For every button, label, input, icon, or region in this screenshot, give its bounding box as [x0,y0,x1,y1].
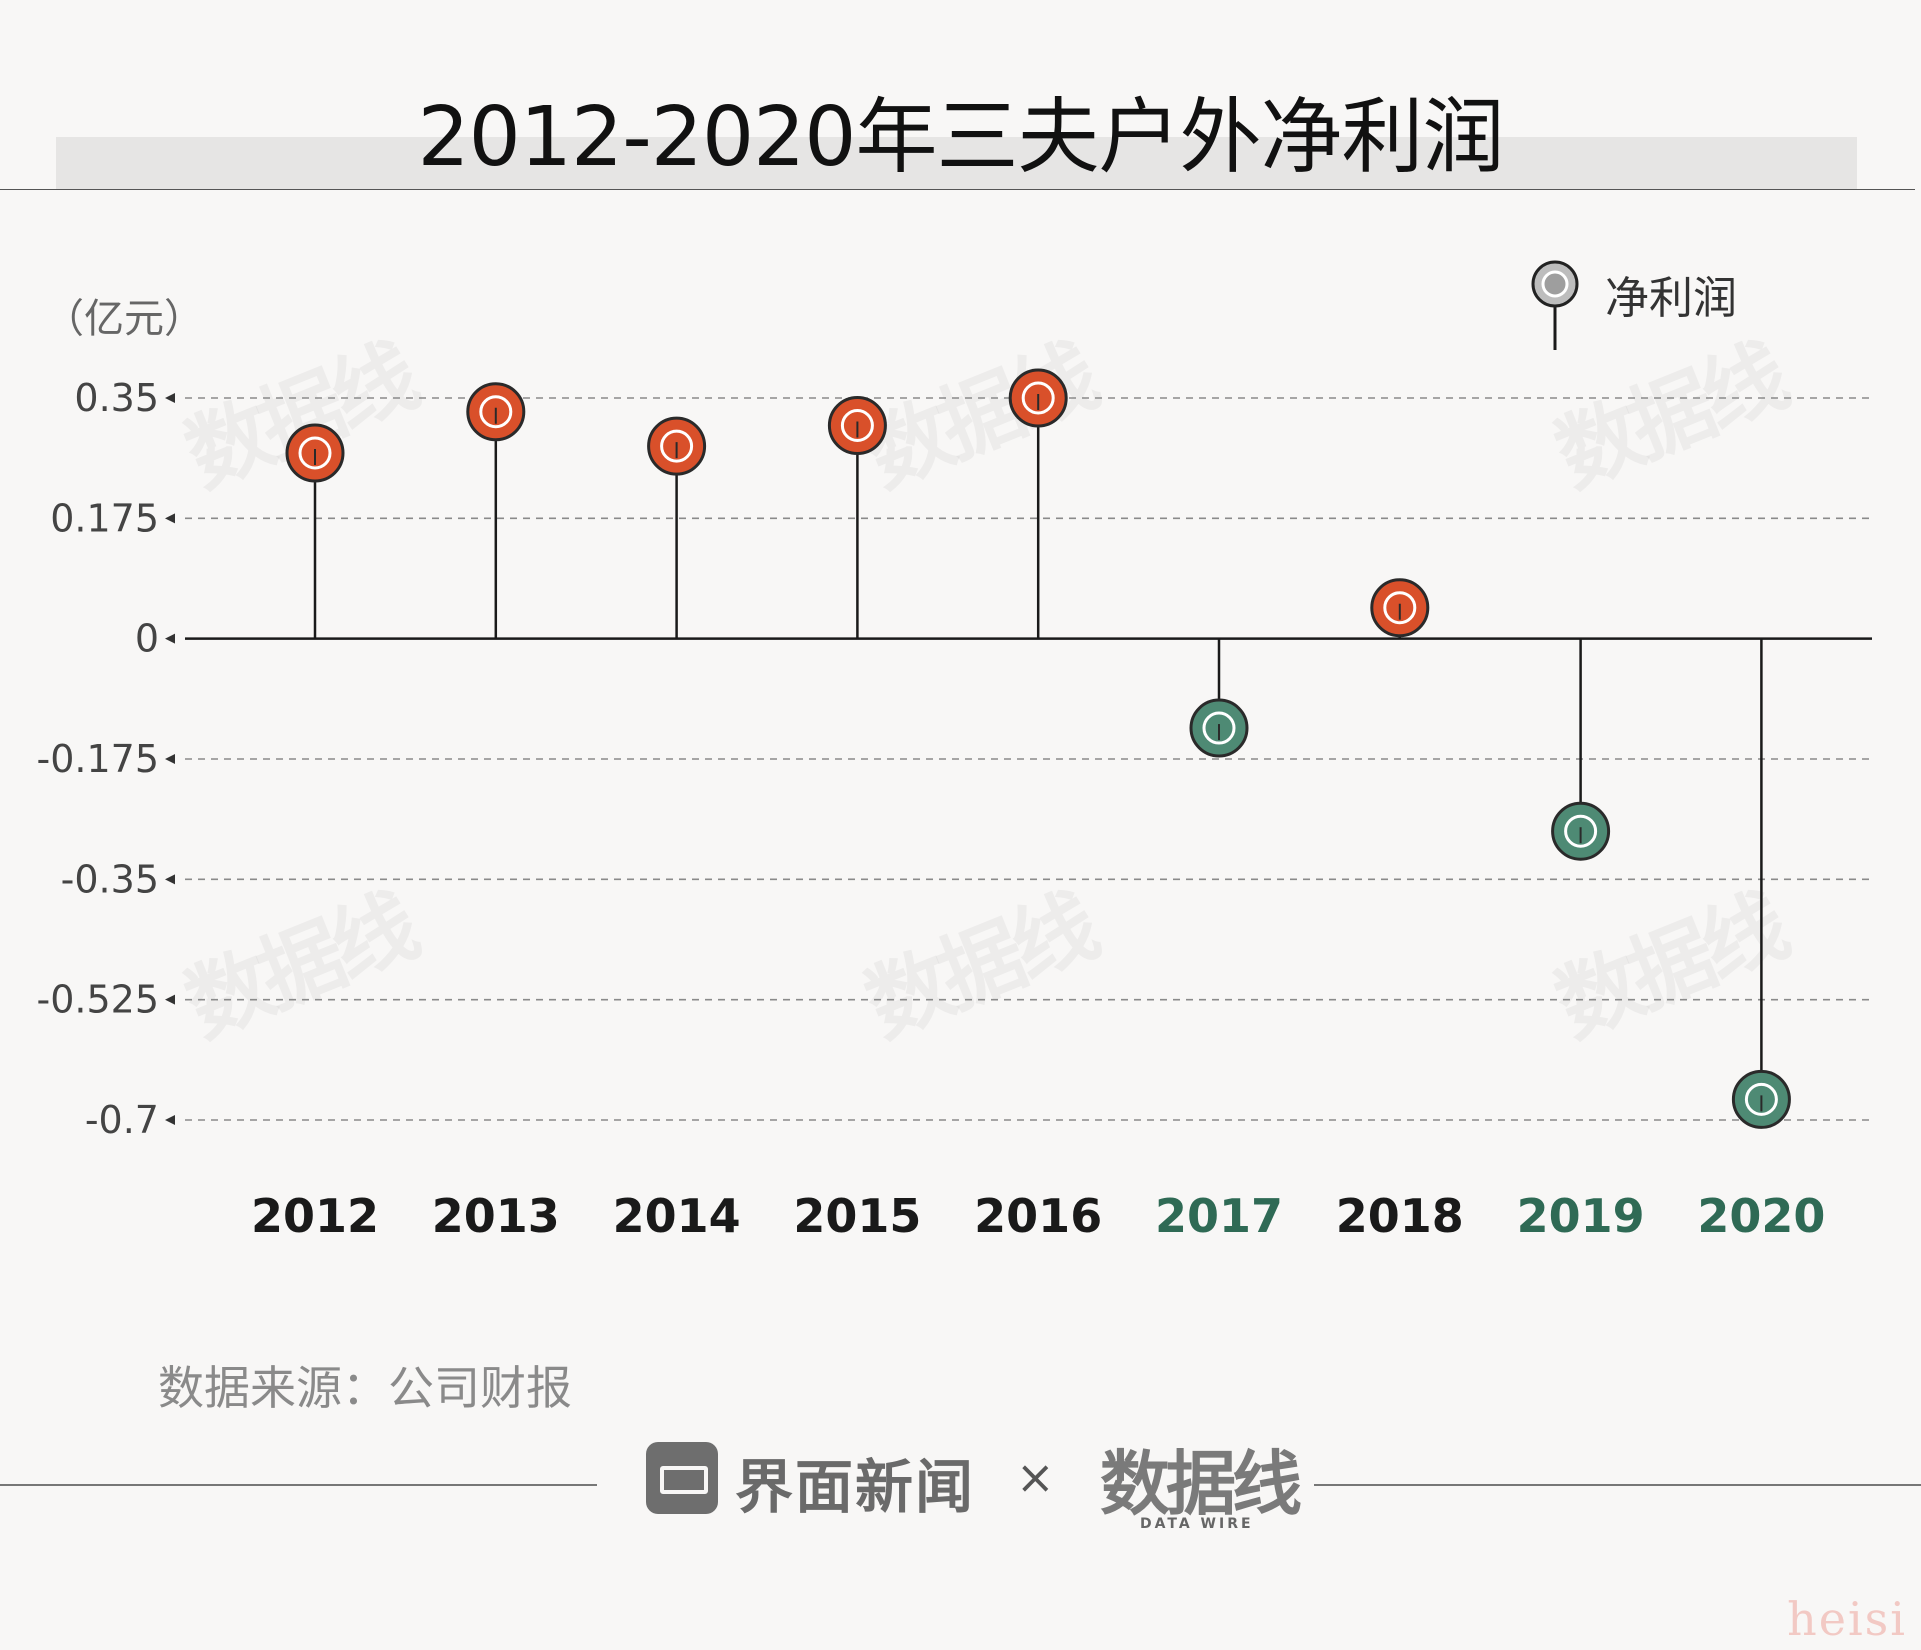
lollipop-stems [313,398,1763,1100]
y-tick-label: -0.525 [37,978,160,1022]
legend-marker-icon [1531,260,1579,350]
brand-logo-icon [646,1442,718,1514]
partner-logo-subtitle: DATA WIRE [1140,1516,1254,1532]
y-tick-arrow-icon [165,874,175,885]
x-axis-ticks: 2012 2013 2014 2015 2016 2017 2018 2019 2020 [251,1189,1825,1243]
y-tick-label: 0.35 [74,376,159,420]
data-source: 数据来源：公司财报 [158,1361,572,1415]
x-tick-label: 2020 [1697,1189,1825,1243]
marker-inner-ring [660,429,694,463]
marker-inner-ring [1744,1082,1778,1116]
x-tick-label: 2019 [1517,1189,1645,1243]
y-axis-unit-label: （亿元） [44,296,204,342]
y-tick-label: 0 [135,617,159,661]
y-tick-arrow-icon [165,633,175,644]
marker-inner-ring [1564,814,1598,848]
footer-divider-right [1314,1484,1921,1486]
collab-separator: × [1016,1450,1055,1504]
x-tick-label: 2017 [1155,1189,1283,1243]
data-point-2012 [285,423,345,483]
data-point-2014 [647,416,707,476]
marker-inner-ring [298,436,332,470]
y-tick-arrow-icon [165,994,175,1005]
data-point-2019 [1551,801,1611,861]
lollipop-markers [285,368,1791,1129]
marker-inner-ring [1202,711,1236,745]
data-point-2016 [1008,368,1068,428]
x-tick-label: 2018 [1336,1189,1464,1243]
data-point-2017 [1189,698,1249,758]
y-tick-arrow-icon [165,513,175,524]
x-tick-label: 2013 [432,1189,560,1243]
legend-label: 净利润 [1605,273,1737,324]
chart-title: 2012-2020年三夫户外净利润 [417,90,1505,185]
marker-inner-ring [840,409,874,443]
corner-watermark: heisi [1787,1592,1907,1646]
x-tick-label: 2012 [251,1189,379,1243]
y-tick-arrow-icon [165,393,175,403]
x-tick-label: 2014 [613,1189,741,1243]
marker-inner-ring [1021,381,1055,415]
data-point-2015 [827,396,887,456]
data-point-2020 [1731,1069,1791,1129]
footer-divider-left [0,1484,597,1486]
x-tick-label: 2015 [793,1189,921,1243]
grid-lines [185,397,1872,1121]
data-point-2013 [466,382,526,442]
y-tick-arrow-icon [165,1115,175,1125]
y-tick-label: -0.35 [61,857,159,901]
y-tick-label: 0.175 [50,496,159,540]
y-tick-arrow-icon [165,754,175,764]
partner-logo: 数据线 [1100,1443,1302,1525]
title-band [56,137,1857,189]
legend: 净利润 [1525,258,1765,358]
footer: 界面新闻 × 数据线 DATA WIRE [0,1422,1921,1542]
brand-name: 界面新闻 [735,1453,976,1521]
y-tick-label: -0.175 [37,737,160,781]
marker-inner-ring [1383,591,1417,625]
x-tick-label: 2016 [974,1189,1102,1243]
data-point-2018 [1370,578,1430,638]
y-axis-ticks: 0.35 0.175 0 -0.175 -0.35 -0.525 -0.7 [37,376,175,1142]
title-divider [0,189,1915,190]
y-tick-label: -0.7 [85,1098,159,1142]
marker-inner-ring [479,395,513,429]
